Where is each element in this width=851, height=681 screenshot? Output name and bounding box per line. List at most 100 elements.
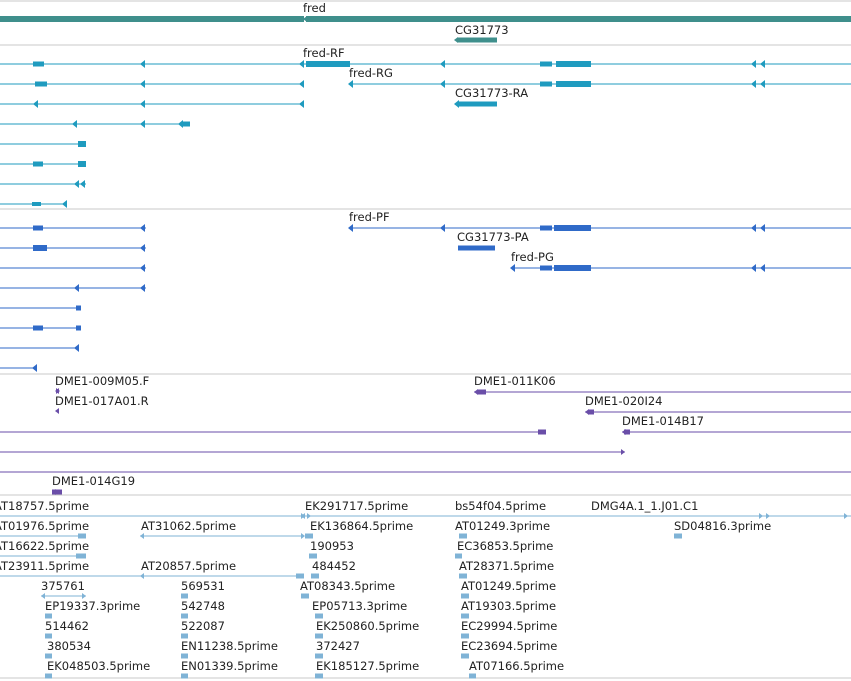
exon-block[interactable] xyxy=(33,245,47,251)
exon-block[interactable] xyxy=(556,61,591,67)
est-label[interactable]: 375761 xyxy=(41,579,85,593)
exon-block[interactable] xyxy=(540,225,552,231)
est-label[interactable]: AT20857.5prime xyxy=(141,559,236,573)
exon-block[interactable] xyxy=(315,673,323,679)
transcript-label[interactable]: CG31773-RA xyxy=(455,86,528,100)
est-label[interactable]: bs54f04.5prime xyxy=(455,499,546,513)
transcript-label[interactable]: fred-RG xyxy=(349,66,393,80)
exon-block[interactable] xyxy=(78,161,86,167)
exon-block[interactable] xyxy=(461,633,469,639)
est-label[interactable]: AT07166.5prime xyxy=(469,659,564,673)
exon-block[interactable] xyxy=(459,533,467,539)
exon-block[interactable] xyxy=(45,633,52,639)
est-label[interactable]: AT01249.3prime xyxy=(455,519,550,533)
clone-label[interactable]: DME1-014B17 xyxy=(622,414,704,428)
exon-block[interactable] xyxy=(78,141,86,147)
est-label[interactable]: 514462 xyxy=(45,619,89,633)
clone-label[interactable]: DME1-014G19 xyxy=(52,474,135,488)
exon-block[interactable] xyxy=(181,613,188,619)
exon-block[interactable] xyxy=(52,489,62,495)
exon-block[interactable] xyxy=(461,653,469,659)
est-label[interactable]: AT28371.5prime xyxy=(459,559,554,573)
est-label[interactable]: AT01249.5prime xyxy=(461,579,556,593)
clone-label[interactable]: DME1-011K06 xyxy=(474,374,556,388)
exon-block[interactable] xyxy=(306,61,350,67)
clone-label[interactable]: DME1-009M05.F xyxy=(55,374,149,388)
exon-block[interactable] xyxy=(674,533,682,539)
est-label[interactable]: AT01976.5prime xyxy=(0,519,89,533)
est-label[interactable]: SD04816.3prime xyxy=(674,519,771,533)
exon-block[interactable] xyxy=(182,121,190,127)
exon-block[interactable] xyxy=(45,673,52,679)
est-label[interactable]: EK250860.5prime xyxy=(316,619,419,633)
exon-block[interactable] xyxy=(309,553,317,559)
exon-block[interactable] xyxy=(540,61,552,67)
exon-block[interactable] xyxy=(315,633,323,639)
exon-block[interactable] xyxy=(181,633,188,639)
est-label[interactable]: EP19337.3prime xyxy=(45,599,140,613)
exon-block[interactable] xyxy=(76,325,81,331)
exon-block[interactable] xyxy=(33,225,43,231)
exon-block[interactable] xyxy=(624,429,630,435)
est-label[interactable]: EK291717.5prime xyxy=(305,499,408,513)
est-label[interactable]: 522087 xyxy=(181,619,225,633)
est-label[interactable]: 542748 xyxy=(181,599,225,613)
protein-label[interactable]: fred-PG xyxy=(511,250,554,264)
transcript-label[interactable]: fred-RF xyxy=(303,46,345,60)
est-label[interactable]: 569531 xyxy=(181,579,225,593)
est-label[interactable]: AT16622.5prime xyxy=(0,539,89,553)
exon-block[interactable] xyxy=(461,613,469,619)
est-label[interactable]: AT31062.5prime xyxy=(141,519,236,533)
exon-block[interactable] xyxy=(315,653,323,659)
exon-block[interactable] xyxy=(556,81,591,87)
gene-label-fred[interactable]: fred xyxy=(303,1,326,15)
est-label[interactable]: EK136864.5prime xyxy=(310,519,413,533)
exon-block[interactable] xyxy=(45,613,52,619)
est-label[interactable]: EC23694.5prime xyxy=(461,639,557,653)
est-label[interactable]: EK185127.5prime xyxy=(316,659,419,673)
exon-block[interactable] xyxy=(305,533,313,539)
est-label[interactable]: AT18757.5prime xyxy=(0,499,89,513)
exon-block[interactable] xyxy=(33,161,43,167)
exon-block[interactable] xyxy=(459,573,467,579)
exon-block[interactable] xyxy=(588,409,594,415)
exon-block[interactable] xyxy=(76,553,86,559)
exon-block[interactable] xyxy=(315,613,323,619)
exon-block[interactable] xyxy=(301,593,309,599)
exon-block[interactable] xyxy=(78,533,86,539)
est-label[interactable]: 372427 xyxy=(316,639,360,653)
gene-label-cg31773[interactable]: CG31773 xyxy=(455,23,509,37)
protein-label[interactable]: fred-PF xyxy=(349,210,390,224)
est-label[interactable]: AT19303.5prime xyxy=(461,599,556,613)
exon-block[interactable] xyxy=(33,325,43,331)
est-label[interactable]: EC36853.5prime xyxy=(457,539,553,553)
exon-block[interactable] xyxy=(461,593,469,599)
exon-block[interactable] xyxy=(76,305,81,311)
est-label[interactable]: AT23911.5prime xyxy=(0,559,89,573)
exon-block[interactable] xyxy=(311,573,319,579)
exon-block[interactable] xyxy=(540,81,552,87)
exon-block[interactable] xyxy=(469,673,476,679)
exon-block[interactable] xyxy=(306,16,851,22)
est-label[interactable]: DMG4A.1_1.J01.C1 xyxy=(591,499,698,513)
exon-block[interactable] xyxy=(458,37,497,43)
exon-block[interactable] xyxy=(45,653,52,659)
exon-block[interactable] xyxy=(33,61,44,67)
exon-block[interactable] xyxy=(181,673,188,679)
est-label[interactable]: EN01339.5prime xyxy=(181,659,278,673)
exon-block[interactable] xyxy=(0,16,304,22)
est-label[interactable]: EN11238.5prime xyxy=(181,639,278,653)
exon-block[interactable] xyxy=(554,265,591,271)
exon-block[interactable] xyxy=(540,265,552,271)
protein-label[interactable]: CG31773-PA xyxy=(457,230,529,244)
est-label[interactable]: EK048503.5prime xyxy=(47,659,150,673)
exon-block[interactable] xyxy=(181,653,188,659)
est-label[interactable]: AT08343.5prime xyxy=(300,579,395,593)
exon-block[interactable] xyxy=(455,553,462,559)
exon-block[interactable] xyxy=(458,245,495,251)
est-label[interactable]: 484452 xyxy=(312,559,356,573)
exon-block[interactable] xyxy=(458,101,497,107)
clone-label[interactable]: DME1-020I24 xyxy=(585,394,663,408)
est-label[interactable]: EC29994.5prime xyxy=(461,619,557,633)
est-label[interactable]: 380534 xyxy=(47,639,91,653)
